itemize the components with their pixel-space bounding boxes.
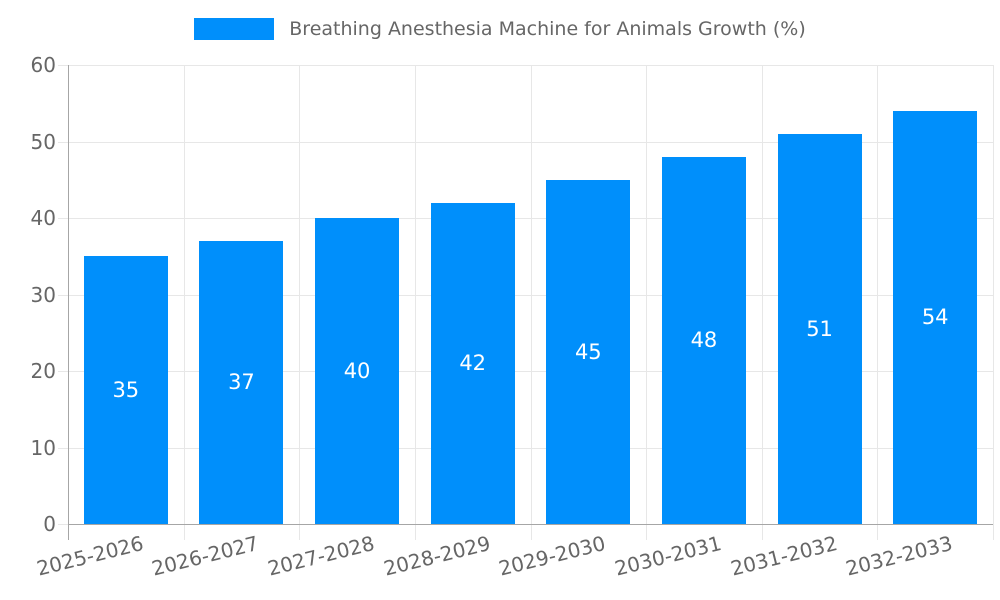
x-axis-tick-label: 2031-2032 [727,531,840,581]
legend-color-swatch [194,18,275,40]
x-axis-line [68,524,993,525]
x-axis-tick-label: 2025-2026 [34,531,146,581]
bar-value-label: 42 [459,351,487,376]
bar[interactable]: 40 [315,218,400,524]
bar[interactable]: 54 [893,110,978,524]
y-axis-tick-label: 10 [30,435,56,460]
bar[interactable]: 42 [430,202,515,524]
gridline-horizontal [58,371,993,372]
gridline-horizontal [58,65,993,66]
x-axis-tick-label: 2027-2028 [265,531,377,581]
bar[interactable]: 37 [199,240,284,524]
gridline-vertical [183,65,185,540]
y-axis-tick-label: 60 [30,53,56,77]
bar-value-label: 37 [228,370,255,395]
bar[interactable]: 35 [83,256,168,524]
gridline-horizontal [58,447,993,449]
gridline-vertical [646,65,648,540]
gridline-vertical [299,65,301,540]
x-axis-tick-label: 2030-2031 [612,531,724,581]
y-axis-tick-label: 20 [30,359,56,383]
legend: Breathing Anesthesia Machine for Animals… [0,18,1000,40]
bar-value-label: 45 [574,339,602,364]
y-tick-mark [58,524,68,525]
bar[interactable]: 48 [661,156,746,524]
bar-value-label: 54 [921,305,949,330]
gridline-vertical [761,65,763,540]
y-axis-tick-label: 30 [30,282,56,307]
gridline-horizontal [58,218,993,219]
bar-value-label: 40 [343,359,371,383]
gridline-vertical [530,65,532,540]
x-axis-tick-label: 2029-2030 [496,531,609,581]
bar-value-label: 35 [112,378,140,403]
gridline-vertical [414,65,416,540]
x-axis-tick-label: 2026-2027 [149,531,262,581]
legend-series-label: Breathing Anesthesia Machine for Animals… [289,18,806,40]
gridline-vertical [993,65,994,540]
x-axis-tick-label: 2032-2033 [843,531,955,581]
y-axis-line [68,65,69,540]
y-axis-tick-label: 0 [43,512,56,536]
gridline-horizontal [58,141,993,143]
bar-value-label: 48 [690,328,718,353]
gridline-horizontal [58,294,993,296]
gridline-vertical [877,65,879,540]
y-axis-tick-label: 50 [30,129,56,154]
bar[interactable]: 45 [546,179,631,524]
y-axis-tick-label: 40 [30,206,56,230]
bar-value-label: 51 [806,316,833,341]
x-axis-tick-label: 2028-2029 [380,531,493,581]
bar[interactable]: 51 [777,133,862,524]
legend-item[interactable]: Breathing Anesthesia Machine for Animals… [194,18,806,40]
